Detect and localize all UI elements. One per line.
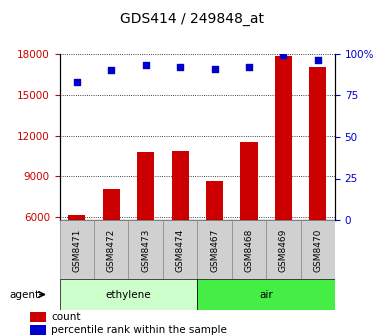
Bar [60, 279, 197, 310]
Bar [30, 312, 46, 322]
Point [280, 53, 286, 58]
Text: percentile rank within the sample: percentile rank within the sample [51, 325, 227, 335]
Text: count: count [51, 312, 80, 322]
Bar [232, 220, 266, 279]
Point [211, 66, 218, 72]
Text: ethylene: ethylene [105, 290, 151, 299]
Bar [171, 151, 189, 299]
Point [246, 65, 252, 70]
Bar [60, 220, 94, 279]
Bar [129, 220, 163, 279]
Text: GDS414 / 249848_at: GDS414 / 249848_at [121, 12, 264, 26]
Bar [197, 279, 335, 310]
Point [108, 68, 114, 73]
Bar [206, 180, 223, 299]
Text: GSM8471: GSM8471 [72, 229, 81, 272]
Text: air: air [259, 290, 273, 299]
Bar [30, 325, 46, 335]
Text: GSM8467: GSM8467 [210, 229, 219, 272]
Bar [163, 220, 197, 279]
Text: GSM8468: GSM8468 [244, 229, 253, 272]
Text: GSM8473: GSM8473 [141, 229, 150, 272]
Text: agent: agent [9, 290, 39, 299]
Bar [266, 220, 301, 279]
Text: GSM8470: GSM8470 [313, 229, 322, 272]
Bar [197, 220, 232, 279]
Bar [240, 142, 258, 299]
Bar [94, 220, 129, 279]
Point [315, 58, 321, 63]
Point [74, 79, 80, 85]
Text: GSM8474: GSM8474 [176, 229, 185, 272]
Bar [309, 68, 326, 299]
Text: GSM8469: GSM8469 [279, 229, 288, 272]
Bar [137, 152, 154, 299]
Point [142, 63, 149, 68]
Bar [103, 189, 120, 299]
Text: GSM8472: GSM8472 [107, 229, 116, 272]
Bar [275, 56, 292, 299]
Point [177, 65, 183, 70]
Bar [301, 220, 335, 279]
Bar [68, 215, 85, 299]
